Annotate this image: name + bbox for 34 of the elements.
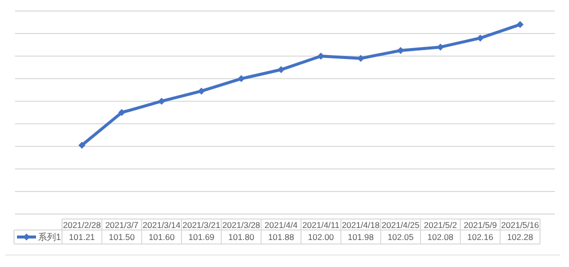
x-tick-label: 2021/4/4 <box>264 220 298 230</box>
point <box>238 75 245 82</box>
point <box>118 109 126 116</box>
data-label: 102.00 <box>308 232 334 242</box>
data-label: 101.88 <box>268 232 294 242</box>
data-label: 102.28 <box>507 232 534 242</box>
point <box>476 34 484 42</box>
x-tick-label: 2021/4/25 <box>382 220 420 230</box>
x-tick-label: 2021/2/28 <box>63 220 102 230</box>
x-tick-label: 2021/4/18 <box>342 220 380 230</box>
data-label: 101.21 <box>68 232 96 242</box>
data-label: 101.98 <box>348 232 374 242</box>
point <box>198 88 205 95</box>
x-tick-label: 2021/3/7 <box>105 220 139 230</box>
data-label: 101.60 <box>148 232 175 242</box>
x-tick-label: 2021/3/21 <box>182 220 221 230</box>
x-tick-label: 2021/3/14 <box>142 220 181 230</box>
data-label: 101.69 <box>188 232 215 242</box>
x-tick-label: 2021/5/2 <box>424 220 458 230</box>
x-tick-label: 2021/3/28 <box>222 220 260 230</box>
point <box>78 142 86 149</box>
x-tick-label: 2021/5/9 <box>464 220 498 230</box>
x-tick-label: 2021/4/11 <box>302 220 340 230</box>
data-label: 101.80 <box>228 232 255 242</box>
data-label: 101.50 <box>108 232 136 242</box>
data-label: 102.16 <box>467 232 494 242</box>
data-label: 102.05 <box>388 232 414 242</box>
point <box>317 52 324 60</box>
point <box>516 21 524 28</box>
point <box>158 98 166 105</box>
point <box>278 66 285 74</box>
data-label: 102.08 <box>427 232 454 242</box>
legend-label: 系列1 <box>38 232 62 242</box>
x-tick-label: 2021/5/16 <box>501 220 540 230</box>
